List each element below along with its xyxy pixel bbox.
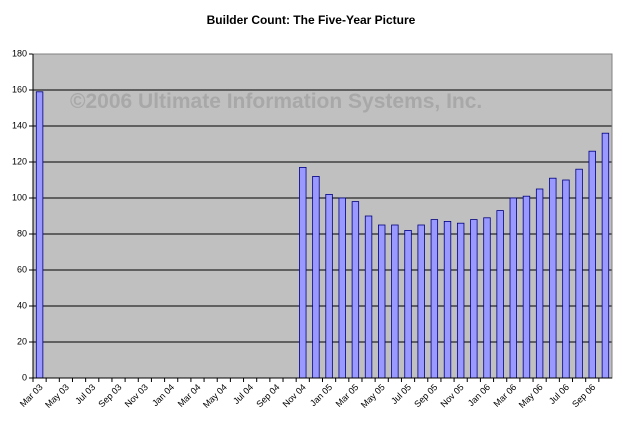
bar <box>378 224 386 379</box>
watermark: ©2006 Ultimate Information Systems, Inc. <box>70 90 482 113</box>
bar <box>338 197 346 379</box>
y-tick-label: 180 <box>12 48 27 58</box>
x-tick-label: Jan 04 <box>150 382 176 408</box>
x-tick-label: Jul 06 <box>547 382 571 406</box>
bar <box>417 224 425 379</box>
x-tick-label: Jul 04 <box>231 382 255 406</box>
x-tick-label: Nov 05 <box>439 382 466 409</box>
x-tick-label: Sep 06 <box>570 382 597 409</box>
x-tick-label: Mar 05 <box>334 382 361 409</box>
bar <box>549 177 557 379</box>
x-tick-label: Jul 03 <box>73 382 97 406</box>
y-tick-label: 80 <box>17 228 27 238</box>
bar <box>496 210 504 379</box>
y-tick-label: 60 <box>17 264 27 274</box>
x-tick-label: Mar 04 <box>176 382 203 409</box>
bar <box>509 197 517 379</box>
bar <box>325 193 333 379</box>
bar <box>470 219 478 379</box>
chart-title: Builder Count: The Five-Year Picture <box>207 13 416 27</box>
bar <box>35 91 44 379</box>
bar <box>522 195 531 379</box>
bar <box>562 179 570 379</box>
bar <box>443 220 452 379</box>
x-tick-label: Mar 03 <box>18 382 45 409</box>
bar <box>351 201 360 379</box>
x-tick-label: Jul 05 <box>389 382 413 406</box>
y-tick-label: 40 <box>17 300 27 310</box>
bar <box>601 132 610 379</box>
x-tick-label: Mar 06 <box>492 382 519 409</box>
x-tick-label: Sep 03 <box>96 382 123 409</box>
bar <box>430 219 439 379</box>
x-tick-label: Jan 06 <box>466 382 492 408</box>
bar <box>364 215 373 379</box>
x-tick-label: Nov 03 <box>123 382 150 409</box>
bar <box>299 166 307 379</box>
y-tick-label: 120 <box>12 156 27 166</box>
y-tick-label: 140 <box>12 120 27 130</box>
bar <box>456 222 465 379</box>
bar <box>391 224 399 379</box>
bar <box>588 150 596 379</box>
bar <box>312 175 320 379</box>
bar <box>404 229 412 379</box>
x-tick-label: May 05 <box>359 382 387 410</box>
y-tick-label: 20 <box>17 336 27 346</box>
y-tick-label: 160 <box>12 84 27 94</box>
x-tick-label: Nov 04 <box>281 382 308 409</box>
y-tick-label: 100 <box>12 192 27 202</box>
bar <box>483 217 491 379</box>
bar <box>575 168 583 379</box>
x-tick-label: May 03 <box>43 382 71 410</box>
x-tick-label: May 04 <box>201 382 229 410</box>
x-tick-label: Sep 05 <box>412 382 439 409</box>
x-tick-label: May 06 <box>517 382 545 410</box>
bar <box>535 188 544 379</box>
x-tick-label: Jan 05 <box>308 382 334 408</box>
x-tick-label: Sep 04 <box>254 382 281 409</box>
y-tick-label: 0 <box>22 372 27 382</box>
